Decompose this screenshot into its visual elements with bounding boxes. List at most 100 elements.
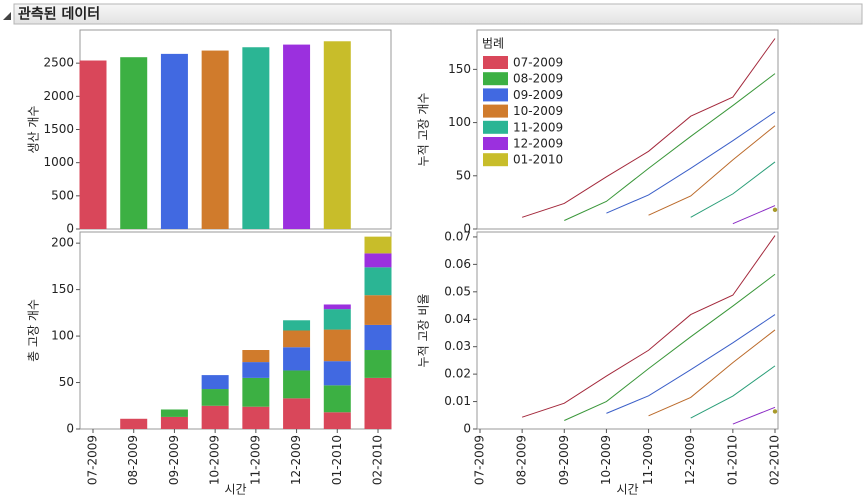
bar: [160, 53, 188, 229]
bar-segment: [364, 377, 392, 429]
legend-swatch: [483, 153, 508, 167]
header-title: 관측된 데이터: [18, 6, 100, 23]
bar: [201, 50, 229, 230]
x-tick-label: 09-2009: [167, 435, 181, 485]
bar-segment: [283, 330, 311, 348]
bar-segment: [364, 267, 392, 296]
x-tick-label: 10-2009: [208, 435, 222, 485]
y-tick-label: 100: [448, 115, 471, 129]
legend-swatch: [483, 88, 508, 102]
y-tick-label: 150: [51, 282, 74, 296]
x-tick-label: 10-2009: [599, 435, 613, 485]
y-tick-label: 100: [51, 329, 74, 343]
legend-label: 07-2009: [513, 56, 563, 70]
x-tick-label: 08-2009: [126, 435, 140, 485]
y-tick-label: 0.03: [444, 339, 471, 353]
line: [690, 161, 776, 218]
y-tick-label: 150: [448, 62, 471, 76]
line: [606, 314, 776, 414]
bar-segment: [283, 320, 311, 331]
line: [732, 205, 776, 225]
bar-segment: [160, 409, 188, 417]
line: [606, 111, 776, 214]
y-tick-label: 0.01: [444, 394, 471, 408]
y-tick-label: 2500: [43, 56, 74, 70]
bar-segment: [323, 361, 351, 386]
bar-segment: [364, 295, 392, 325]
disclosure-icon[interactable]: [3, 12, 11, 20]
x-tick-label: 02-2010: [371, 435, 385, 485]
point: [772, 207, 778, 213]
plot-frame: [476, 29, 779, 230]
x-axis-label: 시간: [616, 483, 638, 497]
y-tick-label: 1500: [43, 122, 74, 136]
line: [648, 329, 776, 417]
x-tick-label: 02-2010: [768, 435, 782, 485]
bar-segment: [242, 362, 270, 378]
bar-segment: [323, 412, 351, 429]
bar-segment: [323, 304, 351, 310]
legend-label: 08-2009: [513, 72, 563, 86]
legend-label: 09-2009: [513, 88, 563, 102]
y-tick-label: 0: [66, 222, 74, 236]
y-tick-label: 0.06: [444, 257, 471, 271]
bar-segment: [242, 350, 270, 363]
x-tick-label: 07-2009: [86, 435, 100, 485]
x-tick-label: 11-2009: [641, 435, 655, 485]
legend-label: 12-2009: [513, 137, 563, 151]
x-tick-label: 01-2010: [725, 435, 739, 485]
x-tick-label: 07-2009: [473, 435, 487, 485]
bar: [283, 44, 311, 229]
bar-segment: [201, 389, 229, 406]
x-axis-label: 시간: [224, 483, 246, 497]
bar-segment: [323, 385, 351, 413]
bar-segment: [283, 398, 311, 429]
y-tick-label: 0: [463, 422, 471, 436]
y-tick-label: 50: [456, 168, 471, 182]
bar-segment: [323, 329, 351, 362]
bar-segment: [364, 236, 392, 254]
x-tick-label: 01-2010: [330, 435, 344, 485]
y-tick-label: 0.04: [444, 312, 471, 326]
plot-frame: [476, 231, 779, 430]
legend-swatch: [483, 137, 508, 150]
line: [732, 406, 776, 425]
y-axis-label: 누적 고장 비율: [417, 294, 431, 368]
y-axis-label: 누적 고장 개수: [417, 93, 431, 167]
bar: [323, 41, 351, 229]
y-axis-label: 생산 개수: [27, 106, 41, 154]
line: [648, 125, 776, 216]
legend-swatch: [483, 56, 508, 69]
x-tick-label: 11-2009: [248, 435, 262, 485]
bar-segment: [242, 406, 270, 429]
y-tick-label: 0: [66, 422, 74, 436]
legend-label: 01-2010: [513, 153, 563, 167]
bar: [242, 47, 270, 229]
legend-label: 11-2009: [513, 120, 563, 134]
bar: [120, 57, 148, 229]
legend-swatch: [483, 72, 508, 86]
point: [772, 409, 778, 414]
y-tick-label: 200: [51, 236, 74, 250]
legend-title: 범례: [482, 37, 504, 51]
bar-segment: [201, 405, 229, 429]
bar-segment: [283, 347, 311, 371]
bar-segment: [242, 377, 270, 407]
y-tick-label: 50: [59, 375, 74, 389]
legend-swatch: [483, 104, 508, 118]
y-axis-label: 총 고장 개수: [27, 299, 41, 362]
legend-swatch: [483, 120, 508, 134]
header-bar: [13, 3, 863, 25]
y-tick-label: 0.07: [444, 229, 471, 243]
y-tick-label: 0: [463, 222, 471, 236]
line: [564, 273, 776, 421]
y-tick-label: 2000: [43, 89, 74, 103]
y-tick-label: 0.05: [444, 284, 471, 298]
x-tick-label: 09-2009: [557, 435, 571, 485]
bar-segment: [120, 418, 148, 429]
bar-segment: [323, 309, 351, 330]
bar-segment: [201, 375, 229, 390]
x-tick-label: 12-2009: [683, 435, 697, 485]
bar-segment: [364, 324, 392, 351]
